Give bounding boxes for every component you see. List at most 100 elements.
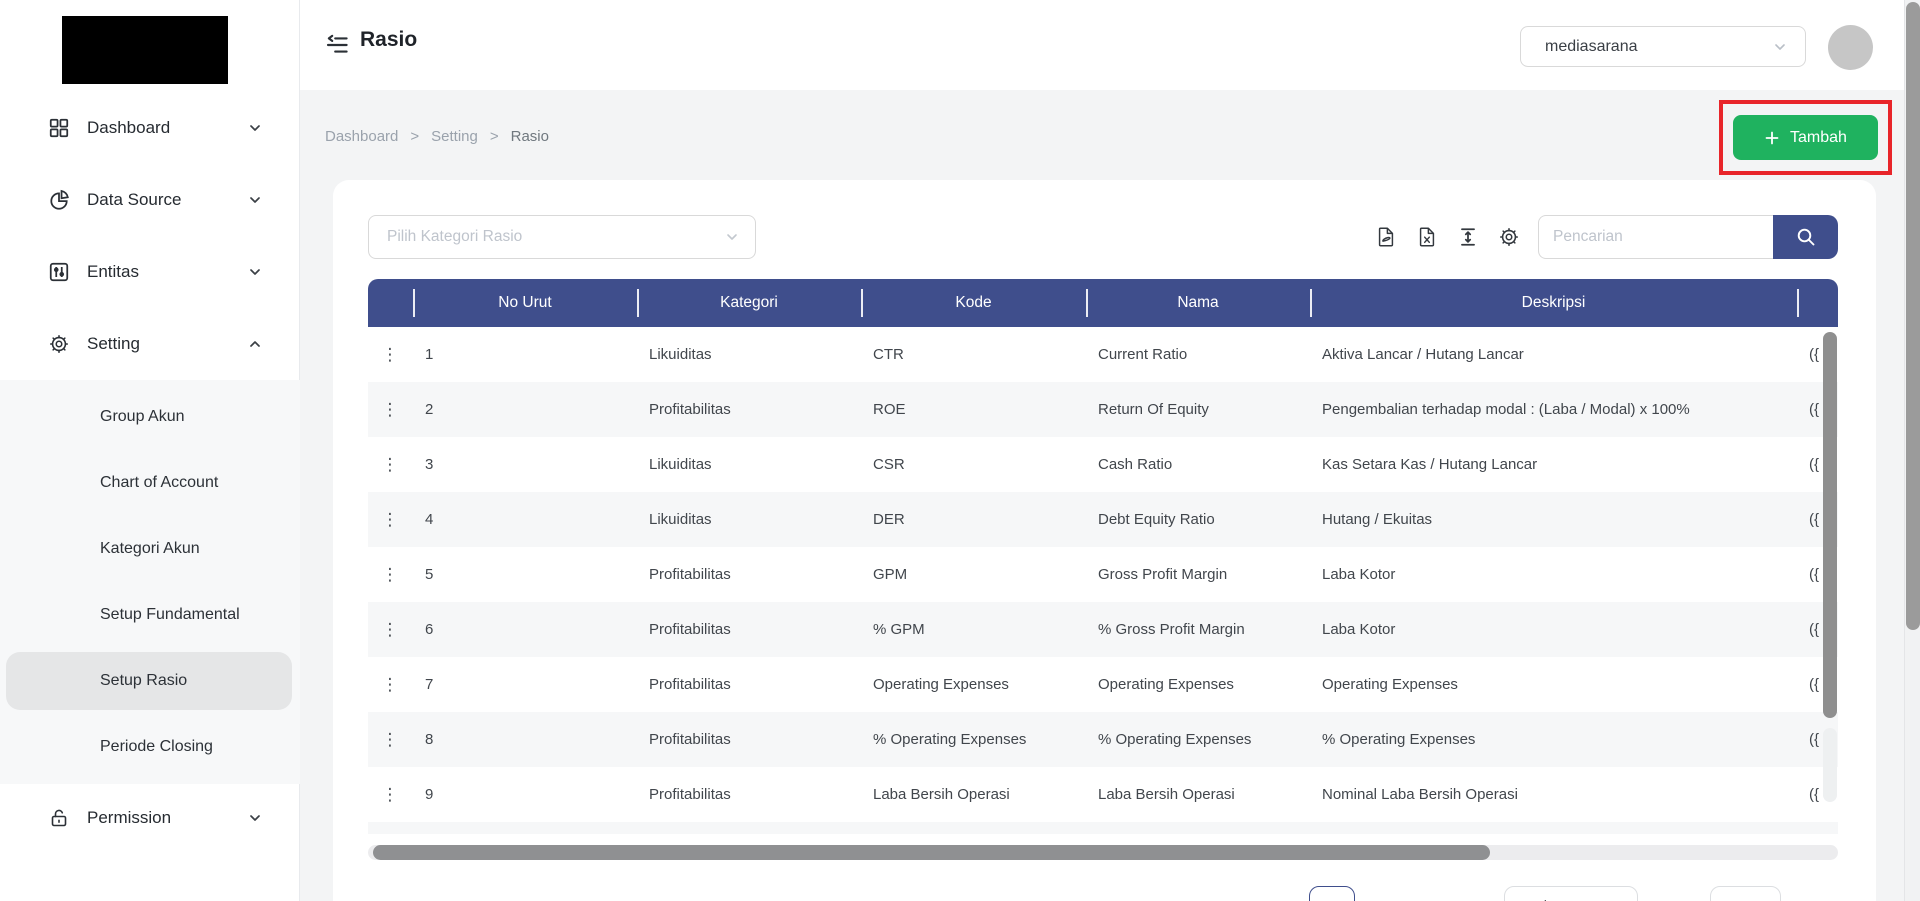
gear-icon xyxy=(48,333,70,355)
search-group xyxy=(1538,215,1838,259)
drag-handle-icon[interactable]: ⋮ xyxy=(381,344,400,364)
pagination-page-2[interactable]: 2 xyxy=(1381,886,1405,901)
table-vertical-scrollbar-thumb[interactable] xyxy=(1823,332,1837,718)
cell-nama: Current Ratio xyxy=(1098,346,1188,363)
sidebar-item-periode-closing[interactable]: Periode Closing xyxy=(0,718,300,776)
chevron-down-icon xyxy=(248,265,262,279)
sidebar-item-chart-of-account[interactable]: Chart of Account xyxy=(0,454,300,512)
drag-handle-icon[interactable]: ⋮ xyxy=(381,674,400,694)
unlock-icon xyxy=(48,807,70,829)
cell-kategori: Profitabilitas xyxy=(649,401,731,418)
page-scrollbar xyxy=(1904,0,1920,901)
cell-deskripsi: Aktiva Lancar / Hutang Lancar xyxy=(1322,346,1524,363)
drag-handle-icon[interactable]: ⋮ xyxy=(381,784,400,804)
table-horizontal-scrollbar xyxy=(368,845,1838,860)
sidebar-item-entitas[interactable]: Entitas xyxy=(0,248,300,296)
table-vertical-scrollbar xyxy=(1823,332,1837,802)
drag-handle-icon[interactable]: ⋮ xyxy=(381,564,400,584)
sidebar: Dashboard Data Source Entitas Setting Gr… xyxy=(0,0,300,901)
avatar[interactable] xyxy=(1828,25,1873,70)
plus-icon xyxy=(1764,130,1780,146)
table-row: ⋮ 9 Profitabilitas Laba Bersih Operasi L… xyxy=(368,767,1838,822)
sidebar-item-label: Setting xyxy=(87,334,140,353)
table-settings-gear-icon[interactable] xyxy=(1498,226,1520,248)
cell-no: 9 xyxy=(425,786,434,803)
cell-nama: Gross Profit Margin xyxy=(1098,566,1228,583)
dashboard-grid-icon xyxy=(48,117,70,139)
sidebar-item-group-akun[interactable]: Group Akun xyxy=(0,388,300,446)
filter-placeholder: Pilih Kategori Rasio xyxy=(387,228,523,245)
sidebar-item-setup-fundamental[interactable]: Setup Fundamental xyxy=(0,586,300,644)
cell-cutoff: ({ xyxy=(1809,786,1820,803)
submenu-label: Group Akun xyxy=(100,408,185,425)
chevron-down-icon xyxy=(248,193,262,207)
cell-nama: % Gross Profit Margin xyxy=(1098,621,1245,638)
sidebar-item-setting[interactable]: Setting xyxy=(0,320,300,368)
pagination-page-size-select[interactable]: 10 / xyxy=(1504,886,1638,901)
table-vertical-scrollbar-track-end xyxy=(1823,728,1837,802)
cell-nama: Operating Expenses xyxy=(1098,676,1234,693)
pagination-next-icon[interactable]: > xyxy=(1445,886,1465,901)
submenu-label: Setup Rasio xyxy=(100,672,188,689)
drag-handle-icon[interactable]: ⋮ xyxy=(381,619,400,639)
cell-cutoff: ({ xyxy=(1809,511,1820,528)
row-height-icon[interactable] xyxy=(1457,226,1479,248)
pagination-prev-icon[interactable]: < xyxy=(1267,886,1287,901)
cell-no: 4 xyxy=(425,511,434,528)
drag-handle-icon[interactable]: ⋮ xyxy=(381,729,400,749)
table-row: ⋮ 1 Likuiditas CTR Current Ratio Aktiva … xyxy=(368,327,1838,382)
cell-kode: % GPM xyxy=(873,621,925,638)
pie-chart-icon xyxy=(48,189,70,211)
column-header-cutoff xyxy=(1797,279,1838,327)
cell-kategori: Profitabilitas xyxy=(649,621,731,638)
cell-kategori: Profitabilitas xyxy=(649,676,731,693)
pagination-page-1[interactable]: 1 xyxy=(1309,886,1355,901)
cell-deskripsi: Operating Expenses xyxy=(1322,676,1458,693)
sidebar-item-data-source[interactable]: Data Source xyxy=(0,176,300,224)
export-pdf-icon[interactable] xyxy=(1375,226,1397,248)
cell-no: 6 xyxy=(425,621,434,638)
cell-cutoff: ({ xyxy=(1809,731,1820,748)
pagination: < 1 2 > 10 / xyxy=(333,886,1876,901)
cell-kode: Operating Expenses xyxy=(873,676,1009,693)
tambah-button-label: Tambah xyxy=(1790,128,1847,146)
cell-kode: CTR xyxy=(873,346,904,363)
sidebar-item-kategori-akun[interactable]: Kategori Akun xyxy=(0,520,300,578)
cell-cutoff: ({ xyxy=(1809,621,1820,638)
page-scrollbar-thumb[interactable] xyxy=(1906,2,1920,630)
submenu-label: Kategori Akun xyxy=(100,540,200,557)
chevron-down-icon xyxy=(1773,40,1787,54)
sidebar-item-setup-rasio[interactable]: Setup Rasio xyxy=(6,652,292,710)
search-input[interactable] xyxy=(1538,215,1773,259)
cell-deskripsi: Hutang / Ekuitas xyxy=(1322,511,1433,528)
pagination-quick-jump[interactable] xyxy=(1710,886,1781,901)
table-horizontal-scrollbar-thumb[interactable] xyxy=(373,845,1490,860)
workspace-select[interactable]: mediasarana xyxy=(1520,26,1806,67)
drag-handle-icon[interactable]: ⋮ xyxy=(381,509,400,529)
drag-handle-icon[interactable]: ⋮ xyxy=(381,399,400,419)
column-header-no-urut: No Urut xyxy=(413,279,637,327)
sidebar-item-label: Dashboard xyxy=(87,118,171,137)
search-button[interactable] xyxy=(1773,215,1838,259)
cell-kategori: Profitabilitas xyxy=(649,731,731,748)
menu-fold-icon[interactable] xyxy=(325,33,349,57)
breadcrumb-dashboard[interactable]: Dashboard xyxy=(325,128,399,145)
sliders-icon xyxy=(48,261,70,283)
sidebar-item-dashboard[interactable]: Dashboard xyxy=(0,104,300,152)
breadcrumb-setting[interactable]: Setting xyxy=(431,128,478,145)
export-excel-icon[interactable] xyxy=(1416,226,1438,248)
sidebar-item-label: Permission xyxy=(87,808,172,827)
kategori-rasio-filter-select[interactable]: Pilih Kategori Rasio xyxy=(368,215,756,259)
cell-kategori: Likuiditas xyxy=(649,511,712,528)
chevron-down-icon xyxy=(725,230,739,244)
cell-kategori: Likuiditas xyxy=(649,456,712,473)
drag-handle-icon[interactable]: ⋮ xyxy=(381,454,400,474)
app-logo xyxy=(62,16,228,84)
tambah-button[interactable]: Tambah xyxy=(1733,115,1878,160)
breadcrumb-current: Rasio xyxy=(510,128,549,145)
breadcrumb-separator: > xyxy=(410,128,420,145)
column-header-nama: Nama xyxy=(1086,279,1310,327)
sidebar-item-permission[interactable]: Permission xyxy=(0,794,300,842)
cell-cutoff: ({ xyxy=(1809,346,1820,363)
table-tools xyxy=(1375,215,1520,259)
